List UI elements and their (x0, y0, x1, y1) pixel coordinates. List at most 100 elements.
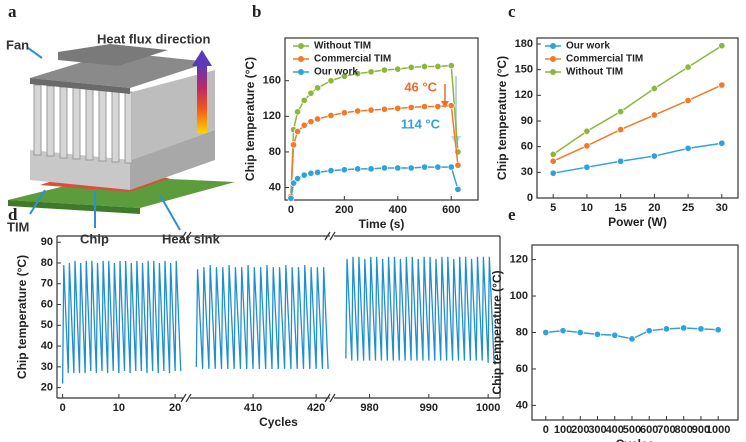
x-tick-label: 0 (288, 204, 294, 216)
y-tick-label: 100 (510, 290, 528, 302)
y-axis-label: Chip temperature (°C) (243, 57, 257, 181)
y-tick-label: 20 (41, 382, 53, 394)
fan-body (58, 44, 168, 66)
marker (300, 96, 308, 104)
fan-edge (30, 78, 130, 94)
legend-marker (550, 69, 556, 75)
marker (718, 81, 726, 89)
x-tick-label: 1000 (476, 402, 500, 414)
x-tick-label: 420 (307, 402, 325, 414)
y-tick-label: 160 (263, 75, 281, 87)
marker (454, 185, 462, 193)
marker (447, 163, 455, 171)
break-mark (329, 393, 336, 403)
x-tick-label: 990 (420, 402, 438, 414)
x-tick-label: 0 (543, 424, 549, 436)
y-tick-label: 80 (269, 146, 281, 158)
marker (294, 175, 302, 183)
legend-marker (550, 43, 556, 49)
x-tick-label: 200 (571, 424, 589, 436)
marker (576, 328, 584, 337)
break-mark (180, 231, 187, 241)
y-tick-label: 70 (41, 278, 53, 290)
marker (300, 121, 308, 129)
label-heat-sink: Heat sink (162, 231, 221, 246)
plot-frame (284, 37, 479, 201)
marker (684, 63, 692, 71)
arrows-b (441, 76, 461, 145)
marker (307, 118, 315, 126)
x-tick-label: 400 (606, 424, 624, 436)
legend-marker (298, 43, 304, 49)
marker (680, 324, 688, 332)
x-tick-label: 700 (657, 424, 675, 436)
series-line (61, 260, 182, 384)
label-fan: Fan (6, 37, 29, 52)
marker (394, 65, 402, 73)
marker (434, 102, 442, 111)
x-axis-label: Power (W) (608, 215, 667, 229)
marker (394, 164, 402, 172)
legend-marker (298, 56, 304, 62)
x-axis-label: Cycles (259, 415, 298, 429)
x-tick-label: 15 (615, 202, 627, 214)
marker (617, 108, 625, 116)
y-tick-label: 120 (263, 110, 281, 122)
marker (559, 327, 567, 335)
marker (340, 166, 348, 174)
fins (33, 84, 133, 164)
x-tick-label: 30 (716, 202, 728, 214)
marker (549, 150, 557, 158)
marker (697, 325, 705, 333)
series-line (345, 256, 495, 363)
marker (549, 157, 557, 165)
y-tick-label: 180 (515, 38, 533, 50)
marker (407, 63, 415, 71)
y-tick-label: 40 (41, 340, 53, 352)
x-tick-label: 900 (692, 424, 710, 436)
x-tick-label: 0 (60, 402, 66, 414)
marker (307, 169, 315, 177)
marker (447, 102, 455, 110)
fan-top (30, 52, 210, 88)
marker (628, 335, 636, 343)
marker (650, 84, 658, 93)
marker (420, 62, 429, 71)
legend-label: Commercial TIM (314, 54, 391, 65)
marker (617, 126, 625, 134)
x-tick-label: 600 (640, 424, 658, 436)
break-mark (324, 393, 331, 403)
marker (542, 328, 550, 337)
marker (407, 164, 415, 172)
legend-marker (298, 69, 304, 75)
marker (354, 107, 362, 115)
annotation: 46 °C (404, 79, 437, 94)
panel-label: d (8, 205, 18, 224)
break-mark (329, 231, 336, 241)
marker (650, 152, 658, 160)
y-tick-label: 90 (521, 115, 533, 127)
pcb-edge (8, 200, 140, 214)
y-tick-label: 120 (510, 253, 528, 265)
marker (314, 115, 322, 123)
marker (407, 103, 415, 111)
break-mark (185, 231, 192, 241)
marker (294, 108, 302, 116)
x-tick-label: 10 (581, 202, 593, 214)
plot-frame (536, 37, 739, 199)
x-tick-label: 800 (675, 424, 693, 436)
x-tick-label: 20 (648, 202, 660, 214)
x-tick-label: 500 (623, 424, 641, 436)
legend-label: Without TIM (566, 67, 623, 78)
x-tick-label: 300 (588, 424, 606, 436)
x-axis-label: Time (s) (359, 217, 405, 231)
marker (290, 141, 298, 149)
illustration: a Fan Heat flux direction TIM Chip Heat … (6, 2, 235, 246)
y-tick-label: 120 (515, 89, 533, 101)
marker (354, 165, 362, 173)
y-tick-label: 80 (41, 257, 53, 269)
y-tick-label: 30 (41, 361, 53, 373)
y-axis-label: Chip temperature (°C) (490, 270, 504, 394)
x-tick-label: 10 (113, 402, 125, 414)
marker (327, 111, 335, 119)
